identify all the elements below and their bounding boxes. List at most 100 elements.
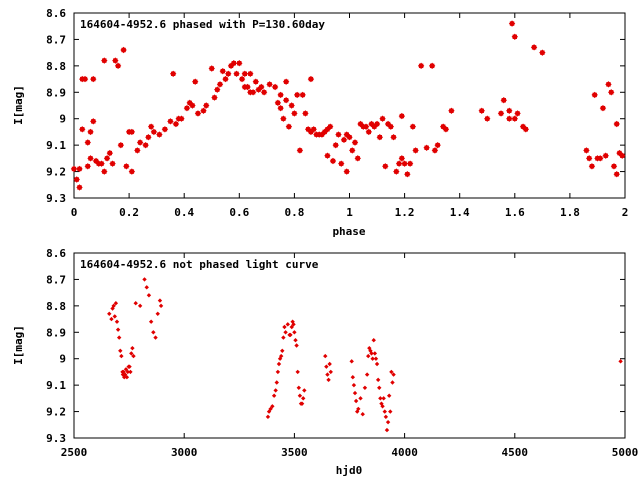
data-point-core — [256, 87, 261, 92]
data-point-core — [137, 140, 143, 145]
data-point — [157, 298, 163, 303]
data-point — [301, 396, 306, 401]
data-point-core — [531, 45, 537, 50]
data-point-core — [308, 76, 314, 82]
data-point-core — [523, 127, 529, 132]
data-point — [351, 382, 357, 388]
x-tick-label: 4000 — [391, 446, 418, 459]
data-point — [125, 369, 130, 375]
y-tick-label: 9.3 — [46, 192, 66, 205]
data-point-core — [512, 116, 517, 121]
data-point — [115, 327, 121, 332]
data-point-core — [143, 142, 148, 148]
data-point-core — [245, 84, 250, 90]
x-tick-label: 1.8 — [560, 206, 580, 219]
y-tick-label: 8.8 — [46, 60, 66, 73]
data-point — [299, 401, 305, 406]
data-point — [378, 396, 383, 401]
x-tick-label: 4500 — [502, 446, 529, 459]
data-point-core — [187, 100, 192, 106]
data-point — [391, 372, 396, 377]
y-tick-label: 8.8 — [46, 300, 66, 313]
data-point-core — [363, 124, 369, 129]
data-point-core — [110, 161, 115, 166]
data-point-core — [305, 127, 311, 132]
data-point — [128, 369, 133, 375]
x-tick-label: 0.4 — [174, 206, 194, 219]
data-point — [282, 324, 287, 330]
data-point-core — [540, 50, 545, 55]
data-point-core — [383, 164, 388, 169]
data-point-core — [71, 166, 77, 172]
data-point-core — [115, 63, 121, 69]
data-point-core — [281, 116, 286, 121]
data-point-core — [88, 156, 93, 161]
data-point — [268, 406, 273, 412]
data-point — [273, 388, 278, 393]
data-point — [111, 303, 116, 309]
data-point — [375, 377, 381, 383]
y-tick-label: 8.7 — [46, 273, 66, 286]
data-point-core — [102, 169, 107, 174]
y-tick-label: 9 — [59, 353, 66, 366]
data-point-core — [435, 142, 440, 148]
y-tick-label: 9 — [59, 113, 66, 126]
data-point — [151, 330, 156, 335]
data-point — [323, 353, 328, 359]
data-point — [326, 377, 331, 383]
data-point-core — [292, 111, 297, 116]
data-point — [133, 301, 138, 306]
data-point — [325, 372, 330, 377]
data-point-core — [432, 148, 438, 153]
data-point-core — [231, 61, 236, 66]
y-tick-label: 9.1 — [46, 379, 66, 392]
data-point — [373, 356, 379, 361]
data-point-core — [278, 92, 283, 98]
data-point — [285, 322, 290, 327]
data-point — [283, 330, 288, 335]
data-point-core — [146, 135, 151, 140]
x-tick-label: 1.4 — [450, 206, 470, 219]
x-tick-label: 2 — [622, 206, 629, 219]
data-point-core — [620, 153, 625, 158]
data-point — [349, 359, 354, 364]
x-axis-label: hjd0 — [336, 464, 363, 477]
data-point — [296, 385, 302, 390]
data-point-core — [429, 63, 435, 69]
data-point — [270, 404, 275, 409]
data-point-core — [369, 121, 374, 127]
data-point-core — [399, 113, 405, 119]
plot-frame — [73, 252, 626, 439]
data-point-core — [449, 108, 454, 113]
x-tick-label: 0.8 — [284, 206, 304, 219]
data-point — [281, 335, 286, 340]
data-point — [158, 303, 164, 309]
data-points — [70, 20, 626, 191]
data-point-core — [91, 119, 96, 124]
data-point-core — [418, 63, 424, 69]
data-point — [327, 361, 332, 367]
data-point-core — [507, 108, 512, 113]
data-point-core — [509, 21, 515, 26]
data-point-core — [333, 142, 338, 148]
data-point-core — [372, 124, 377, 129]
data-point-core — [91, 76, 96, 82]
data-point-core — [512, 34, 517, 39]
data-point — [119, 353, 124, 359]
data-point-core — [385, 121, 391, 127]
data-point-core — [223, 76, 228, 82]
data-point-core — [239, 76, 245, 82]
data-point-core — [228, 63, 234, 69]
data-point — [358, 396, 363, 401]
y-tick-label: 8.7 — [46, 33, 66, 46]
data-point-core — [498, 111, 504, 116]
data-point-core — [77, 185, 82, 190]
data-point-core — [148, 124, 154, 129]
data-point — [380, 404, 385, 409]
data-point-core — [341, 137, 347, 143]
data-point-core — [209, 66, 214, 71]
y-axis-label: I[mag] — [12, 85, 25, 125]
data-point-core — [325, 153, 330, 158]
data-point-core — [350, 148, 355, 153]
data-point — [289, 324, 294, 330]
